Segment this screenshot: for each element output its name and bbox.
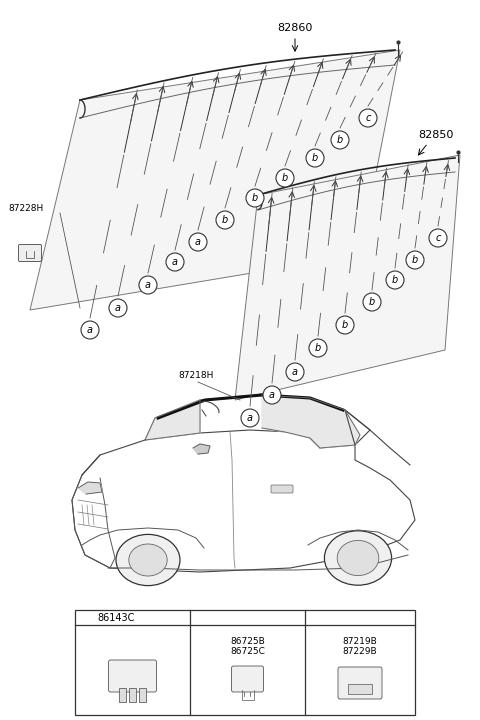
Ellipse shape bbox=[129, 544, 167, 576]
FancyBboxPatch shape bbox=[231, 666, 264, 692]
Circle shape bbox=[189, 233, 207, 251]
Circle shape bbox=[429, 229, 447, 247]
Circle shape bbox=[309, 339, 327, 357]
Text: b: b bbox=[369, 297, 375, 307]
Text: 86143C: 86143C bbox=[97, 613, 134, 623]
Text: c: c bbox=[435, 233, 441, 243]
Circle shape bbox=[359, 109, 377, 127]
Text: b: b bbox=[315, 343, 321, 353]
FancyBboxPatch shape bbox=[108, 660, 156, 692]
Polygon shape bbox=[262, 395, 360, 448]
Text: b: b bbox=[337, 135, 343, 145]
Circle shape bbox=[276, 169, 294, 187]
Text: a: a bbox=[172, 257, 178, 267]
Bar bbox=[348, 684, 372, 694]
Circle shape bbox=[331, 131, 349, 149]
Circle shape bbox=[336, 316, 354, 334]
Text: b: b bbox=[342, 320, 348, 330]
Text: 87218H: 87218H bbox=[178, 371, 214, 379]
Text: 82860: 82860 bbox=[277, 23, 312, 33]
Polygon shape bbox=[235, 155, 460, 400]
FancyBboxPatch shape bbox=[338, 667, 382, 699]
Bar bbox=[129, 688, 135, 702]
Polygon shape bbox=[78, 482, 102, 494]
Circle shape bbox=[386, 271, 404, 289]
Polygon shape bbox=[145, 400, 200, 440]
Text: a: a bbox=[82, 613, 88, 623]
Circle shape bbox=[81, 321, 99, 339]
Circle shape bbox=[246, 189, 264, 207]
Circle shape bbox=[263, 386, 281, 404]
Text: 87219B
87229B: 87219B 87229B bbox=[343, 637, 377, 657]
Text: b: b bbox=[197, 613, 203, 623]
FancyBboxPatch shape bbox=[19, 245, 41, 261]
Text: b: b bbox=[392, 275, 398, 285]
Circle shape bbox=[193, 611, 207, 625]
Ellipse shape bbox=[324, 531, 392, 585]
Text: 86725B
86725C: 86725B 86725C bbox=[230, 637, 265, 657]
Bar bbox=[139, 688, 145, 702]
FancyBboxPatch shape bbox=[271, 485, 293, 493]
Circle shape bbox=[139, 276, 157, 294]
Circle shape bbox=[166, 253, 184, 271]
Text: b: b bbox=[312, 153, 318, 163]
Text: a: a bbox=[247, 413, 253, 423]
Ellipse shape bbox=[116, 534, 180, 585]
Circle shape bbox=[78, 611, 92, 625]
Circle shape bbox=[241, 409, 259, 427]
Polygon shape bbox=[30, 50, 400, 310]
Text: b: b bbox=[282, 173, 288, 183]
Text: a: a bbox=[115, 303, 121, 313]
Text: b: b bbox=[222, 215, 228, 225]
Bar bbox=[119, 688, 125, 702]
Ellipse shape bbox=[337, 541, 379, 575]
Text: a: a bbox=[195, 237, 201, 247]
Circle shape bbox=[286, 363, 304, 381]
Text: a: a bbox=[87, 325, 93, 335]
Text: c: c bbox=[312, 613, 317, 623]
Circle shape bbox=[406, 251, 424, 269]
Text: 87228H: 87228H bbox=[8, 204, 43, 212]
Text: b: b bbox=[412, 255, 418, 265]
Text: a: a bbox=[145, 280, 151, 290]
Circle shape bbox=[308, 611, 322, 625]
Text: a: a bbox=[292, 367, 298, 377]
Text: a: a bbox=[269, 390, 275, 400]
Polygon shape bbox=[193, 444, 210, 454]
Text: c: c bbox=[365, 113, 371, 123]
Text: 82850: 82850 bbox=[418, 130, 454, 140]
Circle shape bbox=[109, 299, 127, 317]
Circle shape bbox=[306, 149, 324, 167]
Circle shape bbox=[363, 293, 381, 311]
Bar bbox=[75, 610, 415, 715]
Circle shape bbox=[216, 211, 234, 229]
Text: b: b bbox=[252, 193, 258, 203]
